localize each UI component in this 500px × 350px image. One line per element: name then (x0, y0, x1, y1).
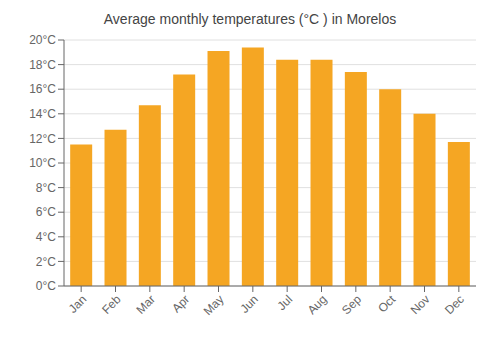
svg-text:8°C: 8°C (36, 181, 56, 195)
svg-text:Jul: Jul (275, 292, 296, 313)
svg-text:Mar: Mar (133, 292, 158, 317)
svg-text:Oct: Oct (375, 292, 399, 316)
svg-text:6°C: 6°C (36, 205, 56, 219)
svg-text:14°C: 14°C (29, 107, 56, 121)
svg-text:0°C: 0°C (36, 279, 56, 293)
svg-text:20°C: 20°C (29, 33, 56, 47)
svg-text:Nov: Nov (408, 292, 433, 317)
svg-text:Jan: Jan (66, 292, 90, 316)
svg-text:Sep: Sep (339, 292, 364, 317)
svg-text:2°C: 2°C (36, 255, 56, 269)
svg-text:Feb: Feb (99, 292, 124, 317)
svg-text:Dec: Dec (442, 292, 467, 317)
svg-text:12°C: 12°C (29, 132, 56, 146)
svg-text:Apr: Apr (169, 292, 192, 315)
svg-text:16°C: 16°C (29, 82, 56, 96)
html-text:Average monthly temperatures (: Average monthly temperatures (°C ) in Mo… (103, 11, 397, 27)
svg-text:Aug: Aug (305, 292, 330, 317)
svg-text:10°C: 10°C (29, 156, 56, 170)
svg-text:18°C: 18°C (29, 58, 56, 72)
svg-text:4°C: 4°C (36, 230, 56, 244)
svg-text:May: May (201, 292, 227, 318)
svg-text:Jun: Jun (237, 292, 261, 316)
